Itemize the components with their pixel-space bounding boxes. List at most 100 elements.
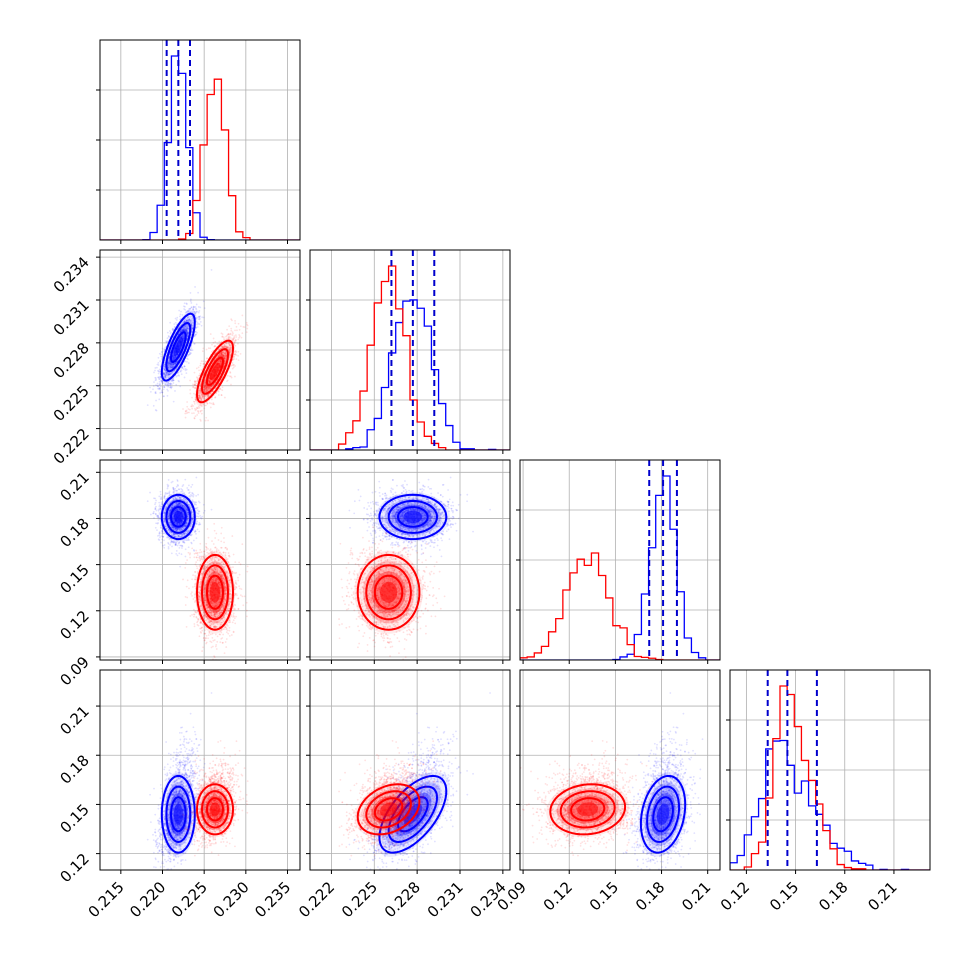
scatter-point bbox=[183, 319, 185, 322]
scatter-point bbox=[207, 347, 210, 350]
scatter-point bbox=[183, 365, 186, 367]
scatter-point bbox=[185, 372, 188, 374]
scatter-point bbox=[168, 362, 171, 365]
scatter-point bbox=[179, 385, 182, 388]
scatter-point bbox=[168, 375, 171, 378]
scatter-point bbox=[202, 363, 205, 365]
scatter-point bbox=[177, 332, 180, 335]
scatter-point bbox=[180, 335, 183, 338]
scatter-point bbox=[170, 363, 172, 365]
scatter-point bbox=[172, 382, 175, 384]
scatter-point bbox=[229, 371, 232, 374]
scatter-point bbox=[179, 329, 182, 332]
scatter-point bbox=[194, 384, 197, 387]
scatter-point bbox=[193, 342, 196, 345]
scatter-point bbox=[201, 405, 203, 408]
scatter-point bbox=[174, 362, 177, 365]
scatter-point bbox=[187, 320, 190, 323]
scatter-point bbox=[180, 373, 183, 376]
scatter-point bbox=[163, 375, 166, 377]
scatter-point bbox=[191, 405, 193, 408]
scatter-point bbox=[181, 328, 184, 331]
scatter-point bbox=[231, 362, 234, 364]
scatter-point bbox=[169, 362, 172, 365]
scatter-point bbox=[195, 501, 198, 504]
scatter-point bbox=[220, 360, 223, 363]
scatter-point bbox=[186, 325, 189, 328]
scatter-point bbox=[198, 318, 201, 321]
scatter-point bbox=[184, 324, 186, 327]
scatter-point bbox=[169, 366, 172, 369]
scatter-point bbox=[178, 332, 181, 335]
histogram-series-1 bbox=[730, 685, 930, 870]
scatter-point bbox=[199, 397, 202, 400]
scatter-point bbox=[167, 363, 170, 366]
scatter-point bbox=[237, 342, 239, 345]
scatter-point bbox=[171, 379, 174, 382]
scatter-point bbox=[184, 412, 187, 415]
scatter-point bbox=[228, 325, 231, 328]
scatter-point bbox=[179, 336, 181, 339]
scatter-point bbox=[165, 372, 168, 375]
scatter-point bbox=[164, 375, 167, 378]
scatter-point bbox=[188, 318, 191, 321]
scatter-point bbox=[163, 372, 166, 375]
scatter-point bbox=[164, 375, 167, 377]
scatter-point bbox=[174, 390, 176, 392]
scatter-point bbox=[194, 380, 197, 383]
scatter-point bbox=[185, 302, 188, 305]
contour-line bbox=[170, 331, 187, 364]
scatter-point bbox=[239, 352, 242, 355]
scatter-point bbox=[185, 368, 188, 371]
scatter-point bbox=[246, 323, 248, 326]
histogram-series-0 bbox=[730, 739, 930, 870]
scatter-point bbox=[168, 382, 171, 385]
scatter-point bbox=[188, 408, 191, 411]
scatter-point bbox=[217, 390, 220, 393]
scatter-point bbox=[157, 361, 160, 364]
scatter-point bbox=[191, 324, 194, 327]
scatter-point bbox=[164, 368, 166, 370]
scatter-point bbox=[195, 320, 198, 323]
scatter-point bbox=[228, 352, 231, 354]
scatter-point bbox=[161, 356, 164, 358]
scatter-point bbox=[196, 520, 199, 523]
scatter-point bbox=[188, 319, 191, 322]
scatter-point bbox=[174, 487, 177, 490]
scatter-point bbox=[210, 398, 213, 401]
scatter-point bbox=[168, 362, 171, 365]
histogram-series-1 bbox=[520, 552, 720, 660]
scatter-point bbox=[202, 300, 205, 303]
scatter-point bbox=[178, 325, 181, 327]
scatter-point bbox=[191, 327, 193, 330]
scatter-point bbox=[192, 308, 195, 311]
scatter-point bbox=[185, 326, 188, 328]
scatter-point bbox=[190, 405, 192, 408]
scatter-point bbox=[167, 340, 169, 343]
scatter-point bbox=[191, 319, 193, 322]
scatter-point bbox=[191, 407, 194, 410]
scatter-point bbox=[185, 412, 188, 415]
scatter-point bbox=[163, 368, 166, 371]
scatter-point bbox=[196, 326, 199, 328]
scatter-point bbox=[177, 327, 180, 330]
scatter-point bbox=[226, 379, 229, 382]
scatter-point bbox=[197, 366, 200, 369]
scatter-point bbox=[168, 357, 170, 360]
scatter-point bbox=[156, 382, 159, 385]
scatter-point bbox=[193, 311, 196, 313]
scatter-point bbox=[194, 415, 197, 418]
scatter-point bbox=[167, 385, 170, 388]
scatter-point bbox=[193, 313, 196, 315]
scatter-point bbox=[171, 378, 173, 381]
scatter-point bbox=[200, 324, 203, 327]
scatter-point bbox=[155, 409, 158, 412]
scatter-point bbox=[182, 333, 185, 336]
scatter-point bbox=[199, 514, 202, 517]
scatter-point bbox=[166, 371, 168, 374]
scatter-point bbox=[200, 409, 203, 412]
scatter-point bbox=[185, 320, 188, 322]
scatter-point bbox=[155, 377, 157, 380]
scatter-point bbox=[168, 373, 171, 376]
scatter-point bbox=[209, 347, 212, 350]
